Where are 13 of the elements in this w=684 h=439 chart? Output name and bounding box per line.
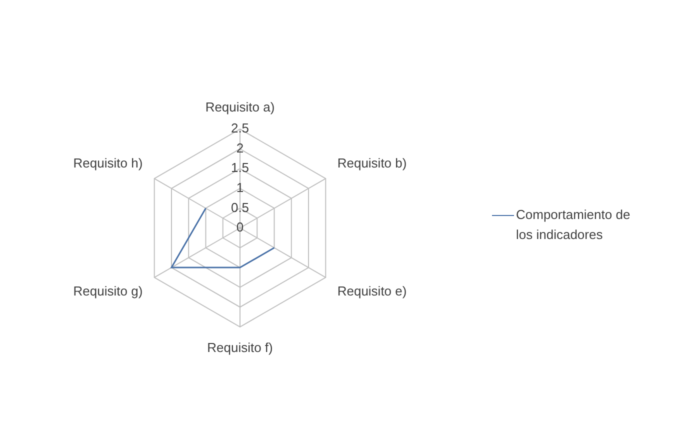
spoke-label: Requisito e) <box>337 284 407 299</box>
spoke-label: Requisito a) <box>205 99 275 114</box>
y-tick-label: 0 <box>236 220 244 235</box>
y-tick-label: 2.5 <box>230 120 250 136</box>
legend-label: Comportamiento de los indicadores <box>516 206 632 244</box>
y-tick-label: 2 <box>236 140 244 156</box>
y-tick-label: 1.5 <box>230 160 250 176</box>
spoke-label: Requisito g) <box>73 284 143 299</box>
spoke-label: Requisito b) <box>337 156 407 171</box>
y-tick-label: 1 <box>236 180 244 196</box>
spoke-label: Requisito h) <box>73 156 143 171</box>
y-tick-label: 0.5 <box>230 200 250 215</box>
spoke-label: Requisito f) <box>207 340 273 355</box>
